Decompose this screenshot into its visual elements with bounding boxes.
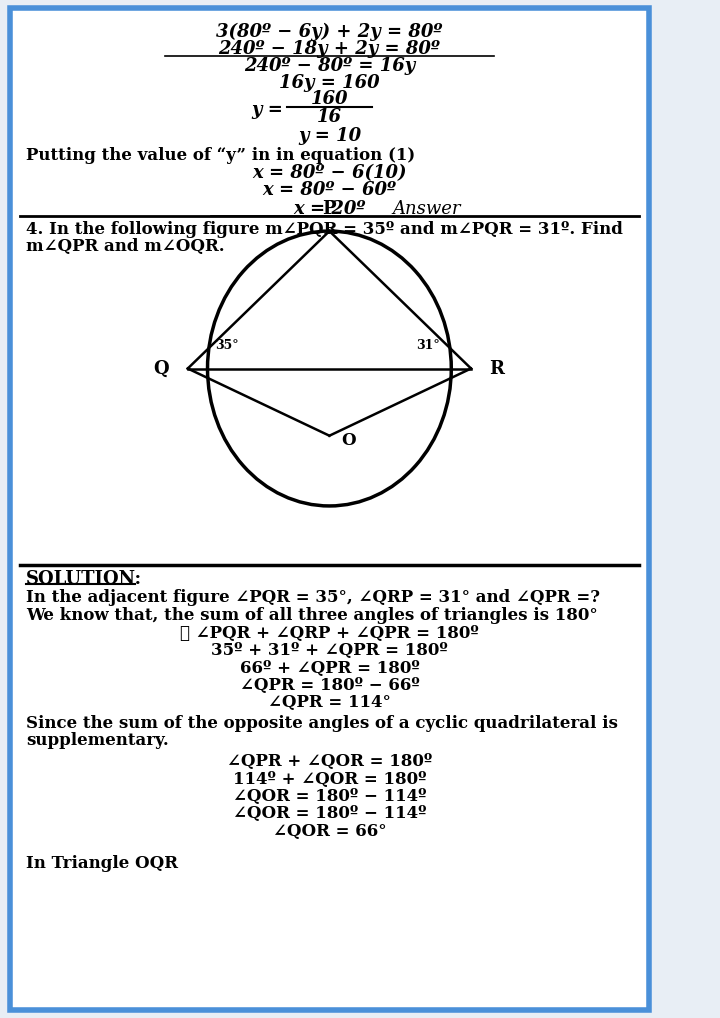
Text: In Triangle OQR: In Triangle OQR — [27, 855, 179, 872]
Text: O: O — [341, 433, 356, 449]
Text: supplementary.: supplementary. — [27, 732, 169, 749]
Text: ∴ ∠PQR + ∠QRP + ∠QPR = 180º: ∴ ∠PQR + ∠QRP + ∠QPR = 180º — [180, 625, 479, 642]
Text: R: R — [490, 359, 505, 378]
Text: m∠QPR and m∠OQR.: m∠QPR and m∠OQR. — [27, 238, 225, 256]
Text: ∠QOR = 180º − 114º: ∠QOR = 180º − 114º — [233, 805, 426, 823]
Text: 31°: 31° — [415, 339, 439, 352]
Text: ∠QOR = 180º − 114º: ∠QOR = 180º − 114º — [233, 788, 426, 805]
Text: 3(80º − 6y) + 2y = 80º: 3(80º − 6y) + 2y = 80º — [216, 22, 443, 41]
Text: 16: 16 — [317, 108, 342, 126]
Text: 160: 160 — [310, 90, 348, 108]
Text: ∠QPR + ∠QOR = 180º: ∠QPR + ∠QOR = 180º — [227, 753, 432, 771]
Text: In the adjacent figure ∠PQR = 35°, ∠QRP = 31° and ∠QPR =?: In the adjacent figure ∠PQR = 35°, ∠QRP … — [27, 589, 600, 607]
Text: 114º + ∠QOR = 180º: 114º + ∠QOR = 180º — [233, 771, 426, 788]
Text: 240º − 18y + 2y = 80º: 240º − 18y + 2y = 80º — [218, 40, 441, 58]
FancyBboxPatch shape — [10, 8, 649, 1010]
Text: x = 20º: x = 20º — [293, 200, 366, 218]
Text: We know that, the sum of all three angles of triangles is 180°: We know that, the sum of all three angle… — [27, 607, 598, 624]
Text: 66º + ∠QPR = 180º: 66º + ∠QPR = 180º — [240, 660, 419, 677]
Text: Answer: Answer — [392, 200, 461, 218]
Text: x = 80º − 6(10): x = 80º − 6(10) — [252, 164, 407, 182]
Text: Putting the value of “y” in in equation (1): Putting the value of “y” in in equation … — [27, 147, 415, 164]
Text: 4. In the following figure m∠PQR = 35º and m∠PQR = 31º. Find: 4. In the following figure m∠PQR = 35º a… — [27, 221, 624, 238]
Text: 240º − 80º = 16y: 240º − 80º = 16y — [244, 57, 415, 75]
Text: Q: Q — [153, 359, 169, 378]
Text: ∠QPR = 114°: ∠QPR = 114° — [268, 694, 391, 712]
Text: 16y = 160: 16y = 160 — [279, 74, 379, 93]
Text: ∠QOR = 66°: ∠QOR = 66° — [273, 823, 386, 840]
Text: P: P — [323, 200, 336, 218]
Text: 35°: 35° — [215, 339, 239, 352]
Text: Since the sum of the opposite angles of a cyclic quadrilateral is: Since the sum of the opposite angles of … — [27, 715, 618, 732]
Text: x = 80º − 60º: x = 80º − 60º — [262, 181, 397, 200]
Text: 35º + 31º + ∠QPR = 180º: 35º + 31º + ∠QPR = 180º — [211, 642, 448, 660]
Text: SOLUTION:: SOLUTION: — [27, 570, 143, 588]
Text: ∠QPR = 180º − 66º: ∠QPR = 180º − 66º — [240, 677, 419, 694]
Text: y = 10: y = 10 — [298, 127, 361, 146]
Text: y =: y = — [251, 101, 283, 119]
